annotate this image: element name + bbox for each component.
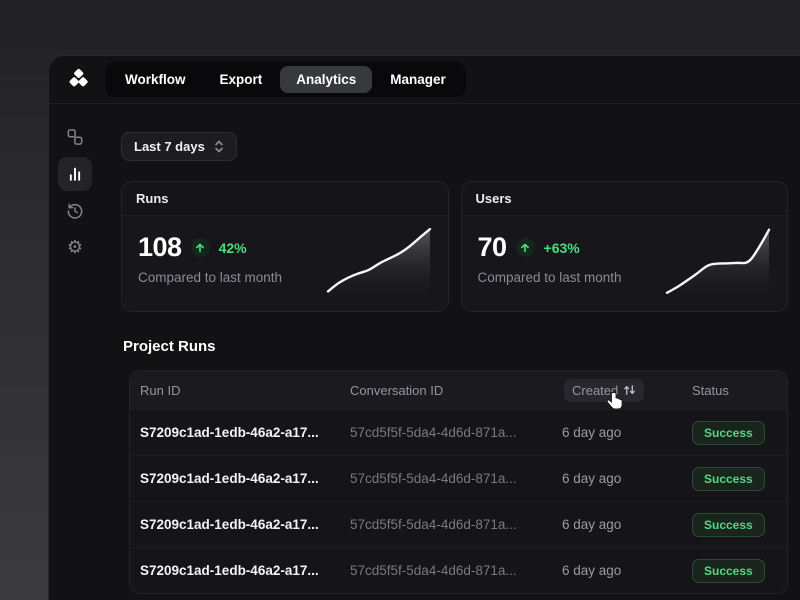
col-run-id: Run ID <box>140 382 181 398</box>
run-id-cell: S7209c1ad-1edb-46a2-a17... <box>140 425 319 440</box>
col-conversation-id: Conversation ID <box>350 382 444 398</box>
users-value: 70 <box>477 232 508 262</box>
date-range-dropdown[interactable]: Last 7 days <box>121 132 237 161</box>
run-id-cell: S7209c1ad-1edb-46a2-a17... <box>140 563 319 578</box>
col-status: Status <box>692 382 729 398</box>
status-badge: Success <box>692 420 765 445</box>
created-cell: 6 day ago <box>562 471 622 486</box>
app-window: Workflow Export Analytics Manager <box>48 55 800 600</box>
conversation-id-cell: 57cd5f5f-5da4-4d6d-871a... <box>350 563 517 578</box>
status-badge: Success <box>692 512 765 537</box>
runs-change: 42% <box>218 239 247 256</box>
card-title: Users <box>461 182 787 216</box>
run-id-cell: S7209c1ad-1edb-46a2-a17... <box>140 471 319 486</box>
users-stat-card: Users 70 +63% Compared to last month <box>460 181 788 312</box>
table-row[interactable]: S7209c1ad-1edb-46a2-a17... 57cd5f5f-5da4… <box>130 409 787 455</box>
users-change: +63% <box>543 239 580 256</box>
tab-workflow[interactable]: Workflow <box>109 66 202 93</box>
section-title: Project Runs <box>123 338 216 355</box>
tab-analytics[interactable]: Analytics <box>280 66 373 93</box>
top-bar: Workflow Export Analytics Manager <box>49 56 800 104</box>
runs-value: 108 <box>138 232 182 262</box>
created-cell: 6 day ago <box>562 425 622 440</box>
table-row[interactable]: S7209c1ad-1edb-46a2-a17... 57cd5f5f-5da4… <box>130 455 787 501</box>
status-badge: Success <box>692 558 765 583</box>
table-row[interactable]: S7209c1ad-1edb-46a2-a17... 57cd5f5f-5da4… <box>130 501 787 547</box>
app-logo-icon[interactable] <box>65 67 91 93</box>
runs-subtitle: Compared to last month <box>138 270 283 285</box>
col-created-label: Created <box>572 382 619 398</box>
history-icon[interactable] <box>58 194 92 228</box>
conversation-id-cell: 57cd5f5f-5da4-4d6d-871a... <box>350 517 517 532</box>
settings-icon[interactable]: ⚙ <box>58 231 92 265</box>
trend-up-icon <box>515 238 535 257</box>
content-area: Last 7 days Runs 108 <box>101 104 800 600</box>
sidebar: ⚙ <box>49 104 101 600</box>
sort-arrows-icon <box>624 385 636 395</box>
users-sparkline <box>665 228 771 303</box>
nodes-icon[interactable] <box>58 120 92 154</box>
users-subtitle: Compared to last month <box>477 270 622 285</box>
runs-stat-card: Runs 108 42% Compared to last month <box>121 181 449 312</box>
main-nav: Workflow Export Analytics Manager <box>105 62 466 97</box>
table-header-row: Run ID Conversation ID Created Status <box>130 371 787 409</box>
date-range-label: Last 7 days <box>134 139 205 154</box>
stat-cards-row: Runs 108 42% Compared to last month <box>121 181 788 312</box>
col-created-sort-button[interactable]: Created <box>564 378 645 402</box>
run-id-cell: S7209c1ad-1edb-46a2-a17... <box>140 517 319 532</box>
conversation-id-cell: 57cd5f5f-5da4-4d6d-871a... <box>350 425 517 440</box>
runs-sparkline <box>326 227 431 303</box>
tab-manager[interactable]: Manager <box>374 66 462 93</box>
tab-export[interactable]: Export <box>204 66 279 93</box>
status-badge: Success <box>692 466 765 491</box>
created-cell: 6 day ago <box>562 517 622 532</box>
conversation-id-cell: 57cd5f5f-5da4-4d6d-871a... <box>350 471 517 486</box>
trend-up-icon <box>190 238 210 257</box>
bar-chart-icon[interactable] <box>58 157 92 191</box>
project-runs-table: Run ID Conversation ID Created Status S7… <box>129 370 788 594</box>
gear-glyph: ⚙ <box>66 237 84 258</box>
table-row[interactable]: S7209c1ad-1edb-46a2-a17... 57cd5f5f-5da4… <box>130 547 787 593</box>
created-cell: 6 day ago <box>562 563 622 578</box>
chevron-updown-icon <box>214 140 223 153</box>
card-title: Runs <box>122 182 448 216</box>
